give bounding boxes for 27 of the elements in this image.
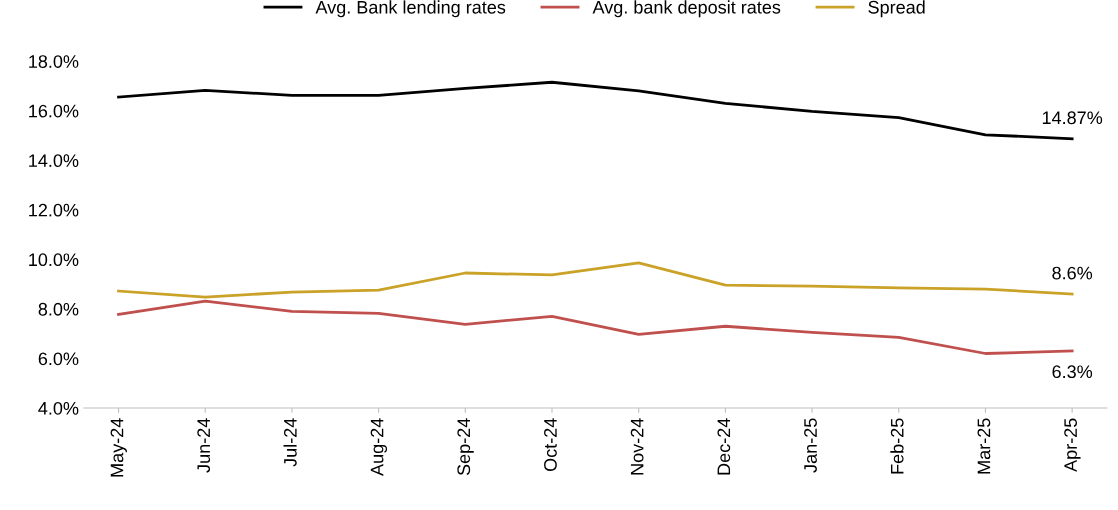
legend-label: Avg. bank deposit rates [592,0,781,18]
x-tick-label: Aug-24 [370,418,388,476]
data-label: 6.3% [1052,365,1093,379]
x-tick-label: Apr-25 [1064,418,1081,472]
y-tick-label: 12.0% [29,203,79,217]
x-tick-label: Jun-24 [197,418,211,473]
x-tick-label: Jul-24 [283,418,297,467]
y-tick-label: 18.0% [29,55,79,68]
y-tick-label: 10.0% [29,253,79,267]
y-tick-label: 4.0% [38,401,79,415]
y-tick-label: 16.0% [29,104,79,118]
y-tick-label: 8.0% [38,302,79,316]
legend-label: Spread [868,0,925,18]
data-label: 14.87% [1042,111,1103,125]
x-tick-label: Mar-25 [977,418,991,474]
x-tick-label: Nov-24 [630,418,644,475]
x-tick-label: Jan-25 [804,418,817,473]
legend-label: Avg. Bank lending rates [315,0,506,18]
x-tick-label: Feb-25 [890,418,904,474]
y-tick-label: 6.0% [38,352,79,366]
x-tick-label: Dec-24 [717,418,731,475]
x-tick-label: May-24 [110,418,127,477]
data-label: 8.6% [1052,266,1093,280]
y-tick-label: 14.0% [29,154,79,168]
x-tick-label: Sep-24 [457,418,474,476]
x-tick-label: Oct-24 [544,418,557,472]
line-series [117,299,1074,355]
